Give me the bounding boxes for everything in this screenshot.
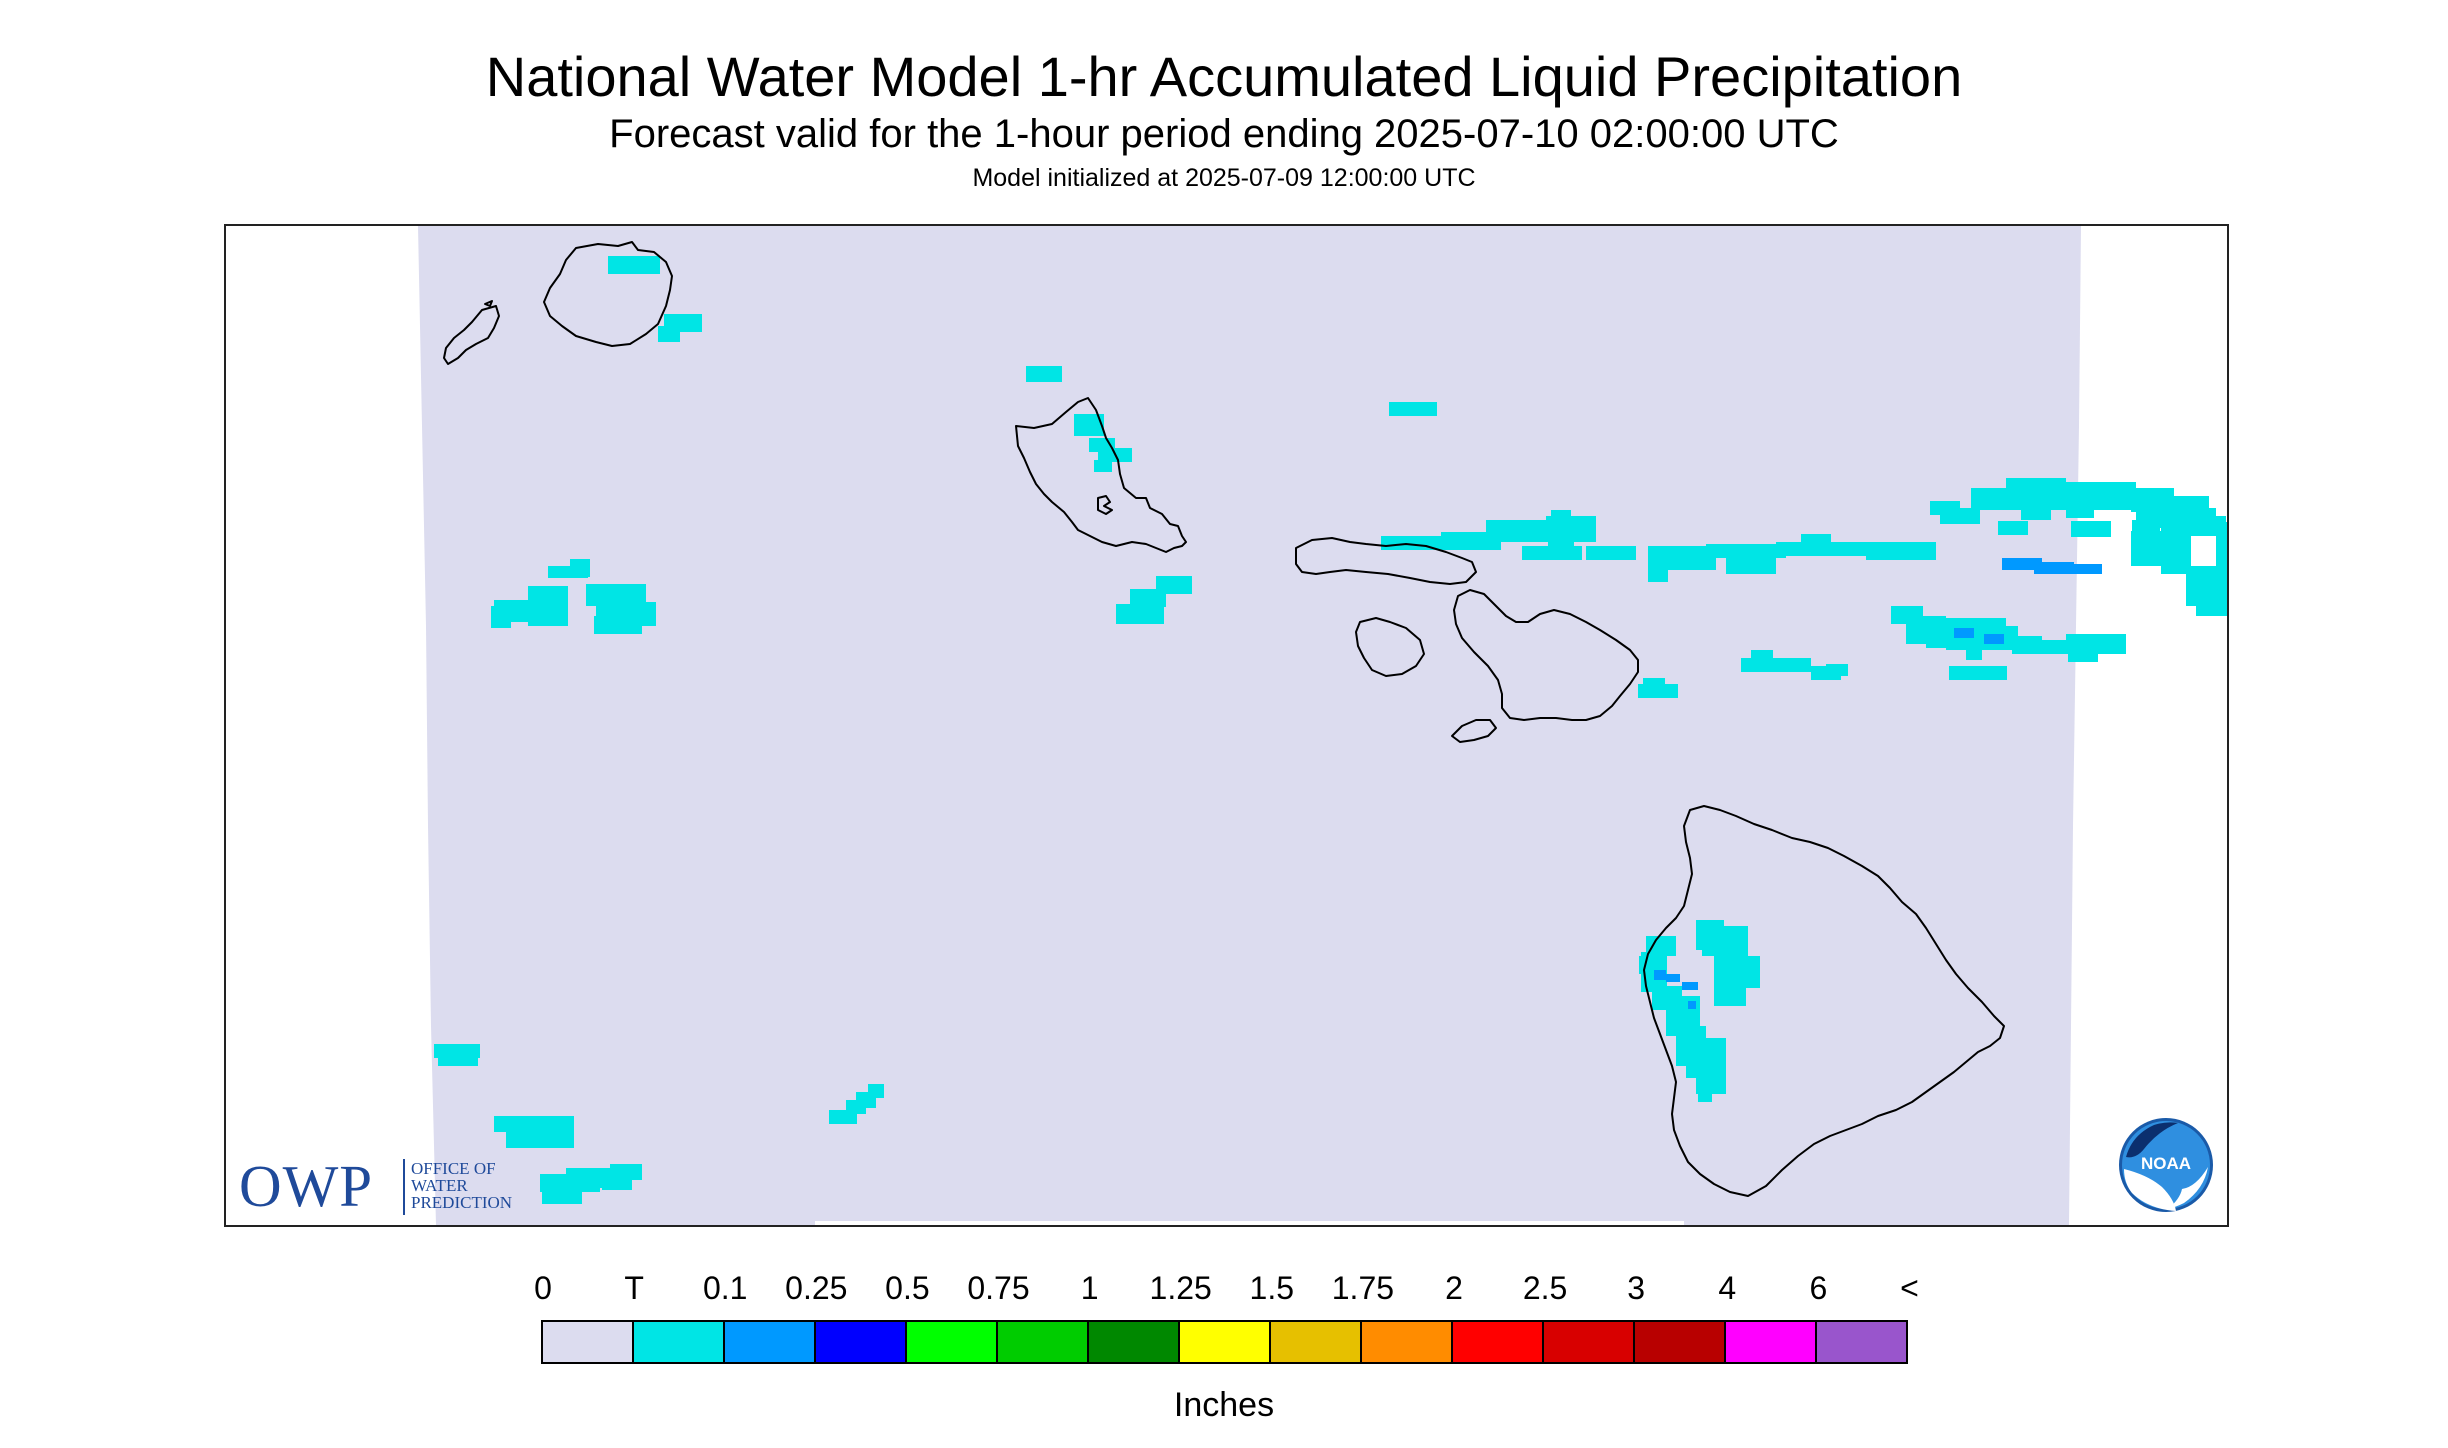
- island-oahu: [1015, 397, 1187, 553]
- island-molokai: [1295, 537, 1477, 585]
- owp-logo: OWP OFFICE OF WATER PREDICTION: [239, 1155, 559, 1217]
- legend-swatch: [725, 1322, 816, 1362]
- map-subtitle: Forecast valid for the 1-hour period end…: [609, 112, 1839, 156]
- owp-logo-line3: PREDICTION: [411, 1193, 513, 1212]
- legend-swatch: [1180, 1322, 1271, 1362]
- legend-color-bar: [541, 1320, 1908, 1364]
- legend-swatch: [1271, 1322, 1362, 1362]
- legend-tick-label: 1.5: [1249, 1270, 1295, 1306]
- legend-swatch: [1544, 1322, 1635, 1362]
- legend-tick-label: T: [624, 1270, 644, 1306]
- legend-swatch: [998, 1322, 1089, 1362]
- island-hawaii: [1643, 805, 2005, 1197]
- noaa-logo-letters: NOAA: [2141, 1154, 2191, 1173]
- legend-tick-label: 3: [1627, 1270, 1646, 1306]
- legend-tick-label: 4: [1718, 1270, 1737, 1306]
- legend-tick-label: 2.5: [1522, 1270, 1568, 1306]
- legend-swatch: [1089, 1322, 1180, 1362]
- legend-tick-label: 2: [1445, 1270, 1463, 1306]
- legend-tick-label: 0.1: [702, 1270, 748, 1306]
- legend-swatch: [1635, 1322, 1726, 1362]
- legend-swatch: [634, 1322, 725, 1362]
- island-kauai: [543, 241, 673, 347]
- legend-tick-label: 1.25: [1149, 1270, 1212, 1306]
- island-niihau: [443, 305, 500, 365]
- owp-logo-line2: WATER: [411, 1176, 468, 1195]
- legend-tick-label: 0.25: [785, 1270, 848, 1306]
- owp-logo-divider: [403, 1159, 405, 1215]
- island-maui: [1453, 589, 1639, 721]
- legend-swatch: [543, 1322, 634, 1362]
- legend-swatch: [1453, 1322, 1544, 1362]
- pearl-harbor: [1097, 495, 1113, 515]
- legend-tick-label: 0: [534, 1270, 552, 1306]
- legend-swatch: [1726, 1322, 1817, 1362]
- island-lehua: [484, 300, 493, 307]
- island-lanai: [1355, 617, 1425, 677]
- legend-tick-label: 0.5: [885, 1270, 930, 1306]
- legend-tick-label: 1.75: [1331, 1270, 1395, 1306]
- owp-logo-text: OFFICE OF WATER PREDICTION: [411, 1160, 512, 1211]
- legend-unit-label: Inches: [1173, 1386, 1275, 1424]
- legend-tick-label: 1: [1080, 1270, 1099, 1306]
- map-panel: [224, 224, 2229, 1227]
- legend-tick-label: 6: [1809, 1270, 1828, 1306]
- owp-logo-letters: OWP: [239, 1153, 374, 1219]
- legend-swatch: [1817, 1322, 1906, 1362]
- legend-tick-labels: 0 T 0.1 0.25 0.5 0.75 1 1.25 1.5 1.75 2 2.5 3 4 6 <: [0, 1270, 2448, 1310]
- island-kahoolawe: [1451, 719, 1497, 743]
- legend-swatch: [1362, 1322, 1453, 1362]
- legend-tick-label: 0.75: [967, 1270, 1030, 1306]
- coastlines: [443, 241, 2005, 1197]
- model-domain: [418, 226, 2081, 1225]
- precip-moderate-areas: [1654, 558, 2102, 1009]
- owp-logo-line1: OFFICE OF: [411, 1159, 496, 1178]
- model-init-line: Model initialized at 2025-07-09 12:00:00…: [972, 164, 1476, 192]
- map-title: National Water Model 1-hr Accumulated Li…: [485, 45, 1963, 108]
- legend-swatch: [816, 1322, 907, 1362]
- noaa-logo: NOAA: [2119, 1118, 2213, 1212]
- map-canvas: [418, 226, 2227, 1225]
- legend-tick-label: <: [1900, 1270, 1919, 1306]
- legend-swatch: [907, 1322, 998, 1362]
